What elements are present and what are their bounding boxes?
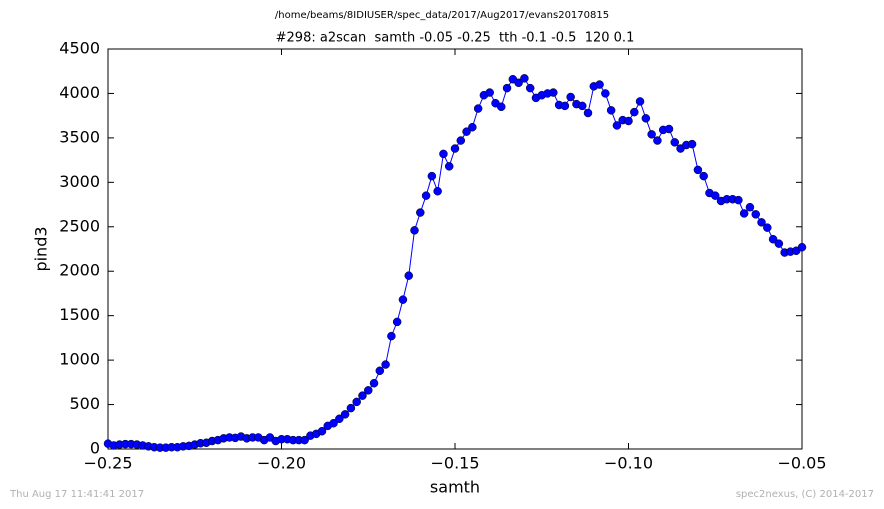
y-axis-label: pind3 [32, 226, 51, 271]
data-point [369, 378, 379, 388]
data-point [433, 186, 442, 196]
data-point [502, 83, 512, 93]
data-point [653, 136, 662, 145]
data-point [745, 202, 755, 212]
data-point [439, 149, 448, 159]
y-tick-label: 1000 [59, 350, 100, 369]
timestamp: Thu Aug 17 11:41:41 2017 [9, 489, 144, 500]
data-point [525, 83, 535, 93]
plot-frame [107, 48, 803, 450]
y-tick-label: 2000 [59, 261, 100, 280]
data-point [560, 101, 570, 111]
data-point [300, 435, 309, 445]
chart-subtitle: #298: a2scan samth -0.05 -0.25 tth -0.1 … [276, 31, 635, 46]
data-point [404, 271, 413, 280]
x-tick-label: −0.25 [83, 454, 132, 473]
data-point [635, 97, 645, 106]
data-point [421, 191, 431, 200]
data-point [641, 114, 651, 123]
data-point [514, 78, 523, 88]
data-point [647, 130, 656, 139]
data-point [427, 171, 437, 181]
x-tick-label: −0.15 [430, 454, 479, 473]
data-point [566, 92, 575, 102]
data-point [335, 414, 344, 424]
x-tick-label: −0.20 [257, 454, 306, 473]
data-point [497, 102, 506, 112]
data-point [317, 426, 327, 436]
data-point [444, 162, 454, 171]
data-point [670, 138, 680, 147]
x-tick-label: −0.10 [604, 454, 653, 473]
data-point [699, 171, 708, 181]
data-point [624, 116, 633, 126]
data-point [410, 226, 419, 235]
data-point [358, 391, 367, 400]
y-tick-label: 3500 [59, 127, 100, 146]
data-point [346, 403, 356, 413]
data-point [751, 210, 760, 219]
data-point [774, 239, 784, 248]
y-tick-label: 4000 [59, 83, 100, 102]
data-point [462, 127, 471, 136]
data-point [757, 218, 766, 227]
data-point [340, 410, 350, 419]
data-point [329, 418, 338, 428]
data-point [381, 360, 390, 369]
data-point [739, 209, 749, 218]
y-tick-label: 3000 [59, 172, 100, 191]
credit: spec2nexus, (C) 2014-2017 [736, 489, 874, 500]
data-point [375, 366, 385, 376]
data-line [107, 77, 803, 449]
data-point [352, 397, 361, 407]
y-tick-label: 4500 [59, 39, 100, 58]
data-point [416, 208, 425, 217]
y-tick-label: 1500 [59, 305, 100, 324]
data-point [583, 108, 593, 118]
data-point [473, 104, 483, 113]
data-point [763, 223, 772, 232]
data-point [630, 107, 639, 117]
chart-title: /home/beams/8IDIUSER/spec_data/2017/Aug2… [275, 10, 609, 21]
data-point [601, 89, 610, 98]
data-point [468, 122, 477, 132]
data-point [577, 101, 587, 111]
data-point [664, 124, 674, 134]
data-point [549, 88, 558, 97]
data-point [485, 88, 494, 97]
data-point [364, 386, 373, 395]
y-tick-label: 0 [90, 439, 100, 458]
data-point [387, 331, 396, 341]
data-point [456, 136, 466, 145]
data-point [734, 195, 743, 205]
y-tick-label: 500 [69, 394, 100, 413]
data-point [711, 191, 720, 200]
data-point [392, 317, 402, 327]
data-point [520, 74, 529, 83]
data-point [595, 80, 604, 89]
data-point [606, 106, 616, 115]
data-point [797, 242, 807, 252]
data-point [612, 121, 622, 130]
data-point [768, 234, 778, 244]
data-point [693, 165, 703, 175]
data-point [398, 295, 408, 304]
data-point [687, 139, 697, 149]
x-axis-label: samth [430, 478, 480, 497]
x-tick-label: −0.05 [777, 454, 826, 473]
data-point [450, 144, 460, 153]
y-tick-label: 2500 [59, 216, 100, 235]
